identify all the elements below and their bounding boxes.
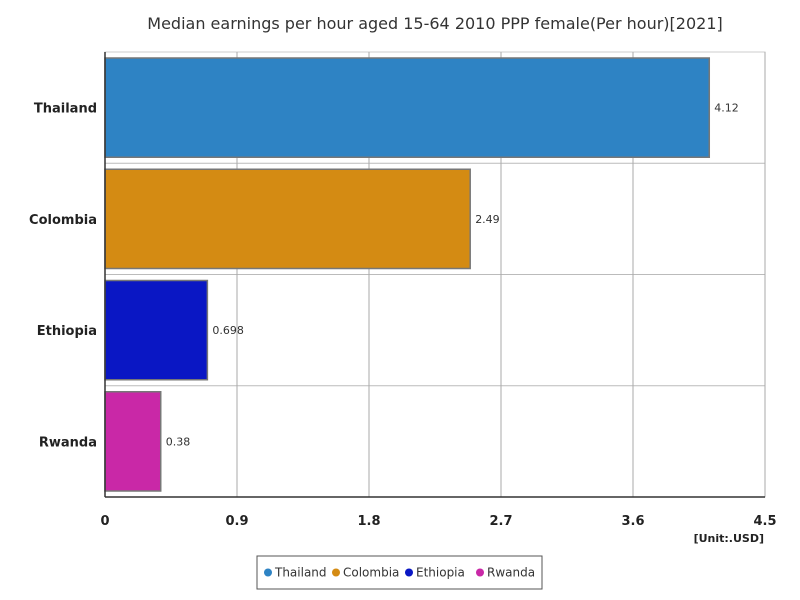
category-label: Ethiopia (37, 324, 97, 339)
legend-box (256, 555, 543, 590)
legend-marker-ethiopia (405, 568, 413, 577)
legend: Thailand Colombia Ethiopia Rwanda (256, 555, 543, 590)
x-tick-label: 4.5 (753, 514, 776, 529)
legend-marker-colombia (332, 568, 340, 577)
x-tick-label: 0 (100, 514, 109, 529)
legend-entry: Ethiopia (416, 566, 465, 580)
bar-colombia (104, 168, 471, 270)
value-label: 0.698 (212, 324, 244, 337)
value-label: 4.12 (714, 102, 739, 115)
category-label: Colombia (29, 213, 97, 228)
x-tick-label: 1.8 (357, 514, 380, 529)
unit-label: [Unit:.USD] (694, 532, 764, 545)
bar-thailand (104, 57, 711, 158)
category-label: Rwanda (39, 435, 97, 450)
x-tick-label: 0.9 (225, 514, 248, 529)
category-label: Thailand (34, 102, 97, 117)
x-tick-label: 3.6 (621, 514, 644, 529)
bar-rwanda (104, 391, 162, 492)
bar-ethiopia (104, 279, 209, 381)
value-label: 2.49 (475, 213, 500, 226)
legend-marker-rwanda (476, 568, 484, 577)
legend-entry: Colombia (343, 566, 399, 580)
x-tick-label: 2.7 (489, 514, 512, 529)
legend-entry: Thailand (274, 566, 327, 580)
legend-entry: Rwanda (487, 566, 535, 580)
value-label: 0.38 (166, 435, 191, 448)
chart-title: Median earnings per hour aged 15-64 2010… (147, 14, 722, 33)
legend-marker-thailand (264, 568, 272, 577)
